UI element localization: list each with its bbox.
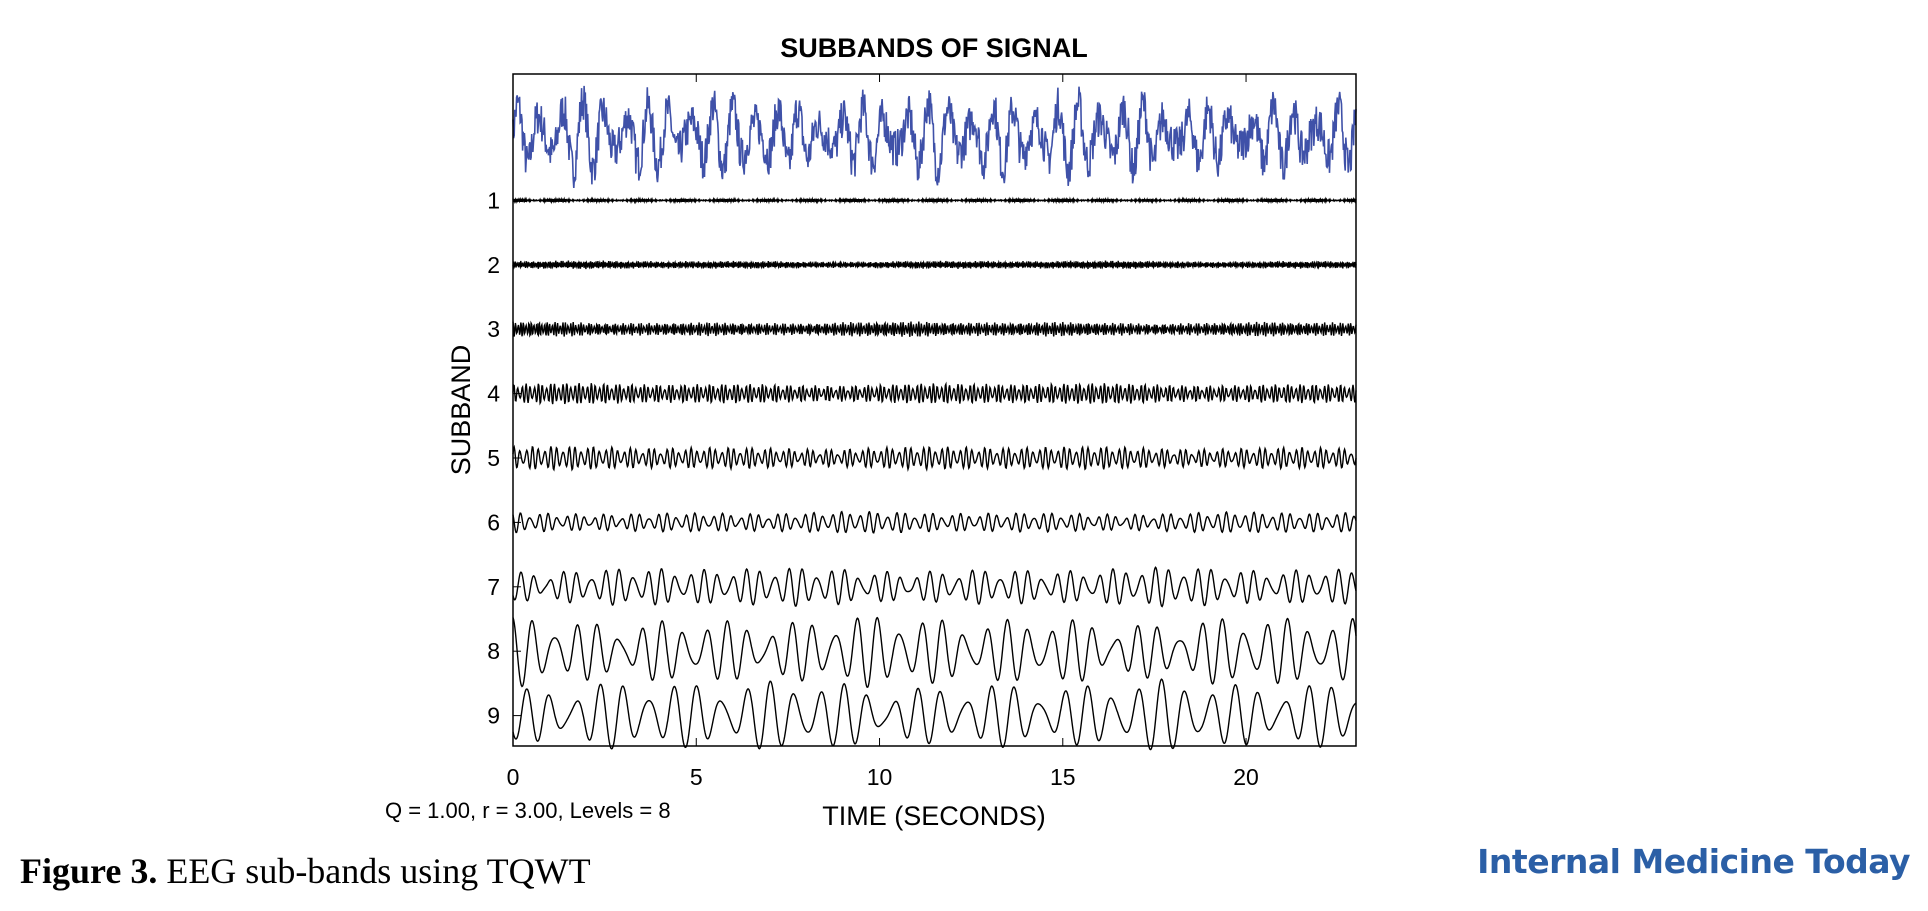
x-tick-label: 10: [867, 764, 893, 790]
subband-line-4: [512, 381, 1357, 406]
x-tick-label: 15: [1050, 764, 1076, 790]
x-tick-label: 5: [690, 764, 703, 790]
subband-line-3: [512, 320, 1357, 338]
y-tick-label: 1: [487, 187, 500, 213]
caption-text: EEG sub-bands using TQWT: [157, 851, 591, 891]
y-tick-label: 5: [487, 445, 500, 471]
x-axis-label: TIME (SECONDS): [822, 801, 1046, 831]
original-signal-line: [512, 85, 1357, 189]
subband-line-7: [512, 566, 1357, 608]
plot-frame: [512, 73, 1357, 747]
y-tick-label: 9: [487, 703, 500, 729]
subband-line-8: [512, 616, 1357, 688]
subband-line-1: [512, 196, 1357, 205]
x-tick-label: 0: [507, 764, 520, 790]
plot-area: 1 2 3 4 5 6 7 8 9 0 5 10 15 20: [487, 74, 1357, 790]
brand-logo: Internal Medicine Today: [1477, 842, 1910, 881]
y-tick-label: 4: [487, 381, 500, 407]
chart-title: SUBBANDS OF SIGNAL: [780, 33, 1088, 63]
tqwt-parameters: Q = 1.00, r = 3.00, Levels = 8: [385, 798, 671, 823]
subband-line-2: [512, 259, 1357, 270]
figure-caption: Figure 3. EEG sub-bands using TQWT: [20, 850, 591, 892]
y-tick-label: 2: [487, 252, 500, 278]
caption-label: Figure 3.: [20, 851, 158, 891]
y-tick-label: 7: [487, 574, 500, 600]
y-tick-label: 3: [487, 316, 500, 342]
subband-line-9: [512, 678, 1357, 751]
x-tick-label: 20: [1233, 764, 1259, 790]
subband-line-5: [512, 444, 1357, 472]
y-axis-label: SUBBAND: [446, 345, 476, 476]
y-tick-label: 8: [487, 638, 500, 664]
y-tick-label: 6: [487, 509, 500, 535]
subband-line-6: [512, 510, 1357, 534]
